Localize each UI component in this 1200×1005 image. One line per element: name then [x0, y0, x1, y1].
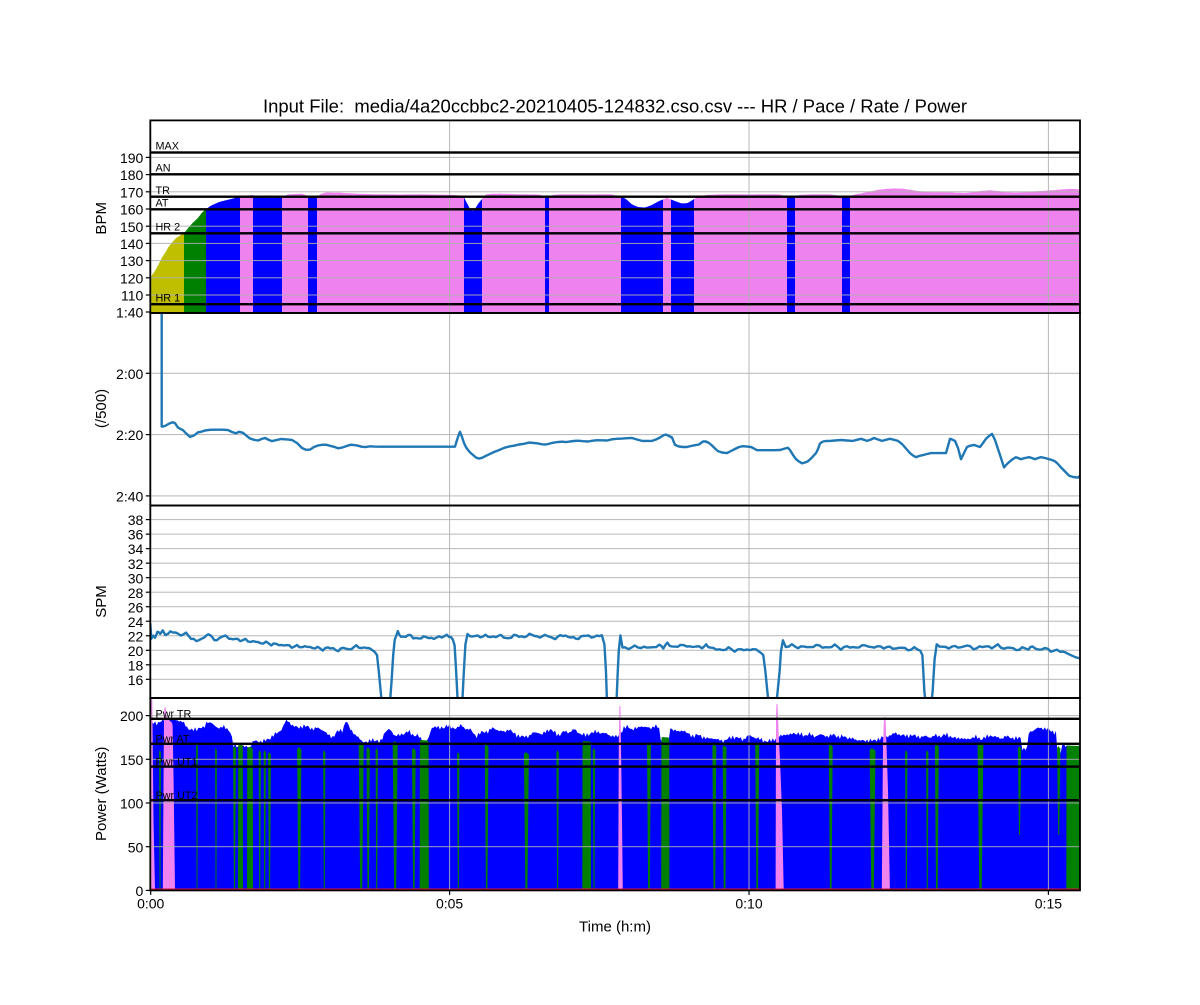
svg-text:150: 150 [120, 219, 144, 235]
svg-text:Pwr AT: Pwr AT [156, 734, 190, 746]
svg-text:28: 28 [128, 585, 144, 601]
svg-text:TR: TR [156, 185, 171, 197]
svg-text:AT: AT [156, 198, 169, 210]
svg-text:32: 32 [128, 556, 144, 572]
svg-text:150: 150 [120, 752, 144, 768]
svg-text:30: 30 [128, 570, 144, 586]
svg-text:2:00: 2:00 [116, 366, 143, 382]
svg-text:110: 110 [121, 288, 144, 304]
svg-text:BPM: BPM [93, 202, 110, 235]
svg-text:0:10: 0:10 [735, 895, 762, 911]
svg-text:180: 180 [120, 167, 144, 183]
svg-text:50: 50 [128, 839, 144, 855]
svg-text:200: 200 [120, 708, 144, 724]
svg-text:0:15: 0:15 [1035, 895, 1062, 911]
svg-text:130: 130 [120, 253, 144, 269]
svg-text:38: 38 [128, 512, 144, 528]
svg-text:24: 24 [128, 614, 144, 630]
svg-text:0:00: 0:00 [137, 895, 164, 911]
svg-text:2:40: 2:40 [116, 489, 143, 505]
svg-text:0: 0 [136, 883, 144, 899]
svg-text:0:05: 0:05 [436, 895, 463, 911]
svg-text:18: 18 [128, 657, 144, 673]
svg-text:1:40: 1:40 [116, 305, 143, 321]
svg-text:2:20: 2:20 [116, 427, 143, 443]
svg-text:120: 120 [120, 270, 144, 286]
svg-text:190: 190 [120, 150, 144, 166]
svg-text:160: 160 [120, 202, 144, 218]
svg-text:22: 22 [128, 628, 144, 644]
svg-text:SPM: SPM [93, 585, 110, 618]
svg-text:36: 36 [128, 527, 144, 543]
svg-text:100: 100 [120, 796, 144, 812]
svg-text:HR 1: HR 1 [156, 292, 181, 304]
svg-text:16: 16 [128, 672, 144, 688]
svg-text:(/500): (/500) [93, 389, 110, 428]
svg-text:MAX: MAX [156, 141, 179, 153]
svg-text:20: 20 [128, 643, 144, 659]
svg-text:170: 170 [120, 184, 144, 200]
svg-text:140: 140 [120, 236, 144, 252]
svg-text:AN: AN [156, 163, 171, 175]
svg-text:Time (h:m): Time (h:m) [579, 919, 651, 936]
svg-text:Pwr UT1: Pwr UT1 [156, 756, 198, 768]
svg-text:HR 2: HR 2 [156, 222, 181, 234]
svg-text:Pwr UT2: Pwr UT2 [156, 790, 198, 802]
svg-text:26: 26 [128, 599, 144, 615]
svg-text:Pwr TR: Pwr TR [156, 709, 192, 721]
svg-text:34: 34 [128, 541, 144, 557]
svg-text:Power (Watts): Power (Watts) [93, 747, 110, 841]
svg-text:Input File: media/4a20ccbbc2-: Input File: media/4a20ccbbc2-20210405-12… [263, 96, 967, 117]
